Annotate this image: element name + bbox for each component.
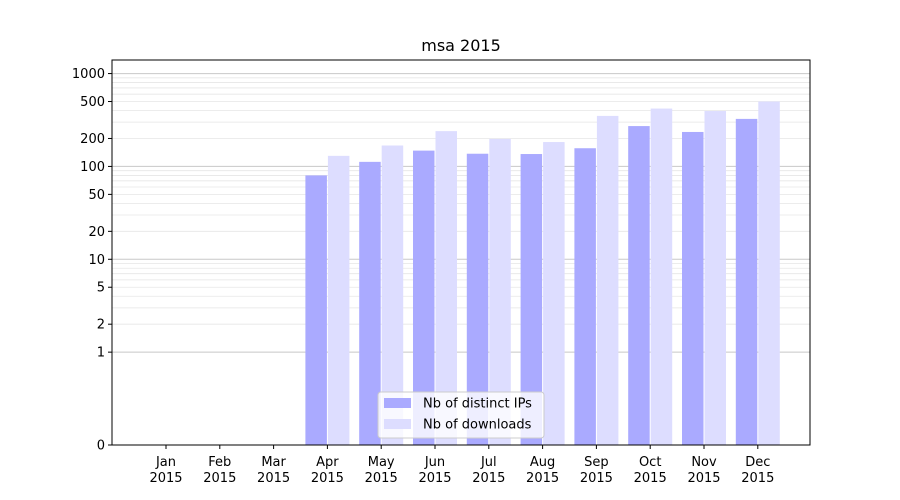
x-tick-label-month: Sep	[584, 455, 609, 470]
legend-label: Nb of downloads	[423, 418, 532, 433]
bar-downloads-oct	[650, 108, 673, 445]
y-tick-label: 10	[88, 253, 105, 268]
chart-title: msa 2015	[421, 36, 501, 55]
y-axis: 0 1 2 5 10 20 50 100 200 500 1000	[72, 67, 112, 454]
x-tick-label-month: Dec	[745, 455, 770, 470]
legend-box	[377, 391, 545, 439]
x-tick-label-year: 2015	[741, 471, 774, 486]
x-tick-label-year: 2015	[311, 471, 344, 486]
x-tick-label-month: Jul	[480, 455, 497, 470]
y-tick-label: 0	[97, 439, 105, 454]
bar-distinct-ips-may	[359, 161, 381, 445]
bar-distinct-ips-apr	[305, 175, 327, 446]
x-tick-label-month: Oct	[639, 455, 661, 470]
x-tick-label-month: Nov	[691, 455, 717, 470]
bar-distinct-ips-nov	[682, 131, 704, 445]
x-tick-label-year: 2015	[365, 471, 398, 486]
x-tick-label-year: 2015	[149, 471, 182, 486]
x-tick-label-year: 2015	[580, 471, 613, 486]
bar-downloads-dec	[758, 101, 780, 446]
x-tick-label-year: 2015	[418, 471, 451, 486]
bar-distinct-ips-jul	[466, 153, 489, 446]
legend: Nb of distinct IPs Nb of downloads	[377, 391, 545, 439]
y-tick-label: 500	[80, 95, 105, 110]
bars	[305, 101, 780, 446]
x-tick-label-year: 2015	[526, 471, 559, 486]
x-tick-label-year: 2015	[687, 471, 720, 486]
bar-downloads-may	[381, 145, 404, 445]
y-tick-label: 2	[97, 318, 105, 333]
y-tick-label: 1	[97, 346, 105, 361]
bar-downloads-jul	[489, 138, 511, 445]
bar-distinct-ips-oct	[628, 126, 650, 445]
y-tick-label: 1000	[72, 67, 105, 82]
y-tick-label: 200	[80, 132, 105, 147]
bar-distinct-ips-dec	[735, 118, 758, 445]
x-tick-label-month: Feb	[208, 455, 231, 470]
plot-frame	[111, 59, 811, 446]
bar-downloads-nov	[704, 111, 726, 445]
bar-downloads-apr	[327, 155, 350, 445]
bar-downloads-sep	[596, 115, 619, 446]
y-tick-label: 5	[97, 281, 105, 296]
x-tick-label-year: 2015	[257, 471, 290, 486]
x-tick-label-month: Jun	[424, 455, 445, 470]
x-tick-label-month: May	[368, 455, 395, 470]
x-tick-label-month: Aug	[530, 455, 555, 470]
x-tick-label-month: Apr	[316, 455, 339, 470]
x-axis: Jan2015Feb2015Mar2015Apr2015May2015Jun20…	[149, 445, 774, 486]
y-tick-label: 50	[88, 188, 105, 203]
bar-distinct-ips-aug	[520, 154, 543, 445]
y-tick-label: 100	[80, 160, 105, 175]
legend-label: Nb of distinct IPs	[423, 397, 532, 412]
x-tick-label-year: 2015	[472, 471, 505, 486]
legend-swatch	[384, 398, 411, 408]
x-tick-label-year: 2015	[203, 471, 236, 486]
x-tick-label-month: Mar	[261, 455, 286, 470]
legend-swatch	[384, 419, 411, 429]
y-tick-label: 20	[88, 225, 105, 240]
x-tick-label-month: Jan	[155, 455, 176, 470]
bar-downloads-aug	[543, 142, 565, 446]
bar-distinct-ips-jun	[413, 150, 435, 445]
bar-distinct-ips-sep	[574, 148, 596, 446]
x-tick-label-year: 2015	[634, 471, 667, 486]
bar-downloads-jun	[435, 131, 457, 446]
